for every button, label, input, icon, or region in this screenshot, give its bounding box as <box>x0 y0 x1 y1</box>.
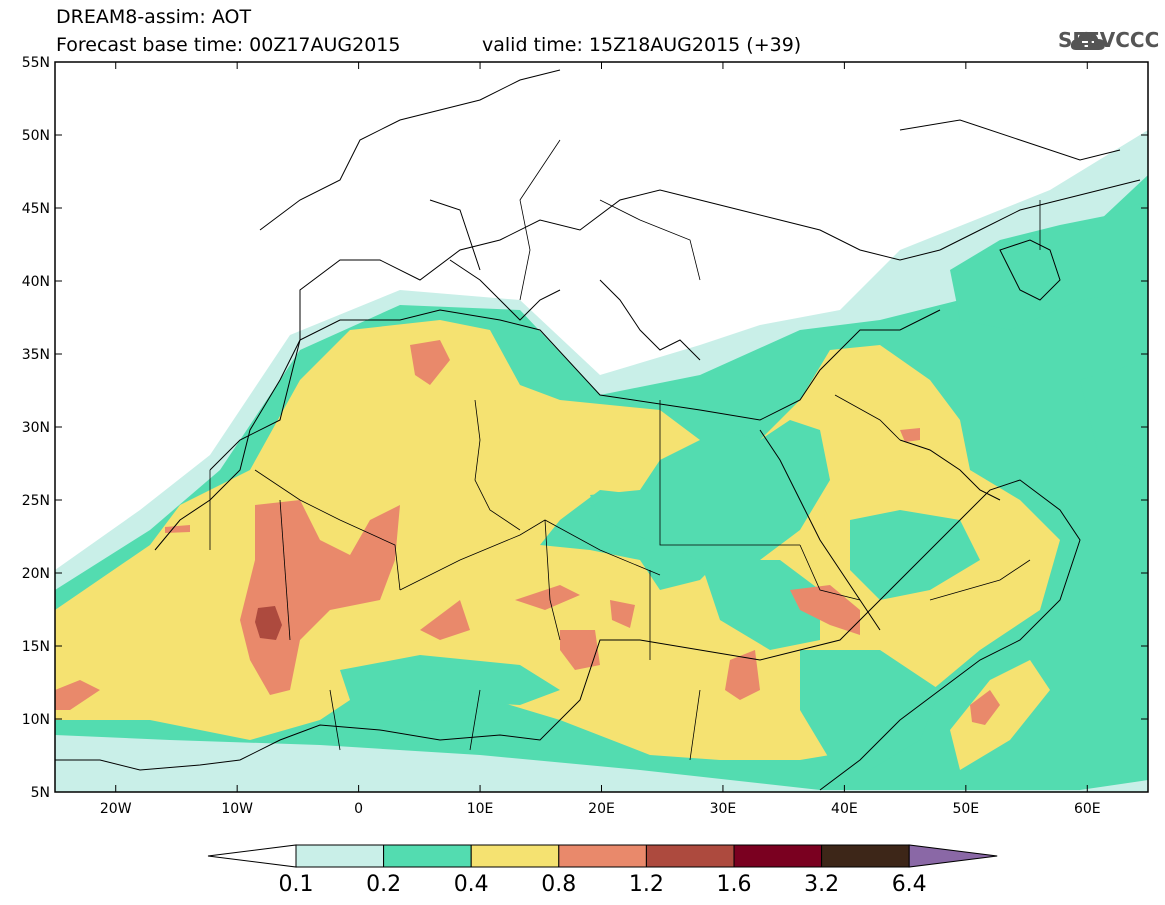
aot-band-0.8-algeria <box>410 340 450 385</box>
lat-tick-label: 25N <box>22 493 50 509</box>
aot-gap-sahel <box>340 655 560 705</box>
aot-band-0.2-caucasus <box>950 200 1148 330</box>
lat-tick-label: 40N <box>22 274 50 290</box>
colorbar-label: 0.2 <box>366 872 401 897</box>
aot-band-0.2-east <box>1080 360 1148 470</box>
aot-band-0.8-ethiopia <box>790 585 860 635</box>
lon-tick-label: 10W <box>221 801 253 817</box>
lat-tick-label: 30N <box>22 420 50 436</box>
colorbar-label: 0.1 <box>279 872 314 897</box>
lat-tick-label: 35N <box>22 347 50 363</box>
lon-tick-label: 0 <box>354 801 363 817</box>
lon-tick-label: 20E <box>588 801 615 817</box>
aot-band-1.2 <box>255 606 282 640</box>
coastlines <box>55 69 1141 791</box>
colorbar-label: 1.2 <box>629 872 664 897</box>
colorbar-swatch <box>645 844 735 868</box>
aot-band-0.4-somalia <box>950 660 1050 770</box>
aot-band-0.8-somalia <box>970 690 1000 725</box>
title-line-2: Forecast base time: 00Z17AUG2015 <box>56 34 401 56</box>
colorbar-label: 1.6 <box>717 872 752 897</box>
aot-band-0.8-west <box>240 500 400 695</box>
lon-tick-label: 60E <box>1074 801 1101 817</box>
colorbar: 0.1 0.2 0.4 0.8 1.2 1.6 3.2 6.4 <box>207 844 998 897</box>
lat-tick-label: 45N <box>22 201 50 217</box>
aot-gap-libya <box>590 420 830 560</box>
colorbar-label: 0.8 <box>541 872 576 897</box>
aot-band-0.8-coast <box>55 680 100 710</box>
colorbar-swatch <box>733 844 823 868</box>
lat-tick-label: 5N <box>31 785 50 801</box>
title-line-3: valid time: 15Z18AUG2015 (+39) <box>482 34 802 56</box>
logo-text: SEEVCCC <box>1058 28 1160 52</box>
lon-tick-label: 30E <box>710 801 737 817</box>
colorbar-swatch <box>558 844 647 868</box>
colorbar-high-arrow <box>908 844 998 868</box>
aot-field <box>55 62 1148 792</box>
lat-axis: 55N 50N 45N 40N 35N 30N 25N 20N 15N 10N 5N <box>22 55 1148 801</box>
lat-tick-label: 50N <box>22 128 50 144</box>
borders <box>209 139 1041 761</box>
colorbar-label: 3.2 <box>804 872 839 897</box>
lat-tick-label: 55N <box>22 55 50 71</box>
aot-band-0.8-niger <box>420 600 470 640</box>
aot-band-0.8-mali <box>610 600 635 628</box>
colorbar-swatch <box>383 844 472 868</box>
lon-tick-label: 20W <box>100 801 132 817</box>
lat-tick-label: 15N <box>22 639 50 655</box>
lon-tick-label: 50E <box>952 801 979 817</box>
colorbar-swatch <box>295 844 385 868</box>
aot-gap-horn <box>800 650 940 770</box>
lon-axis: 20W 10W 0 10E 20E 30E 40E 50E 60E <box>100 62 1101 817</box>
colorbar-swatch <box>470 844 560 868</box>
aot-band-0.8-chad <box>515 585 580 610</box>
aot-band-0.8-sudan <box>725 650 760 700</box>
lon-tick-label: 40E <box>831 801 858 817</box>
aot-gap-sudan <box>700 560 820 650</box>
title-line-1: DREAM8-assim: AOT <box>56 6 252 28</box>
colorbar-swatch <box>821 844 910 868</box>
cloud-icon <box>1070 31 1105 50</box>
aot-band-0.8-iraq <box>900 428 920 442</box>
lat-tick-label: 20N <box>22 566 50 582</box>
colorbar-low-arrow <box>207 844 297 868</box>
aot-band-0.8-chad2 <box>560 630 600 670</box>
lat-tick-label: 10N <box>22 712 50 728</box>
colorbar-label: 0.4 <box>454 872 489 897</box>
colorbar-label: 6.4 <box>892 872 927 897</box>
lon-tick-label: 10E <box>467 801 494 817</box>
